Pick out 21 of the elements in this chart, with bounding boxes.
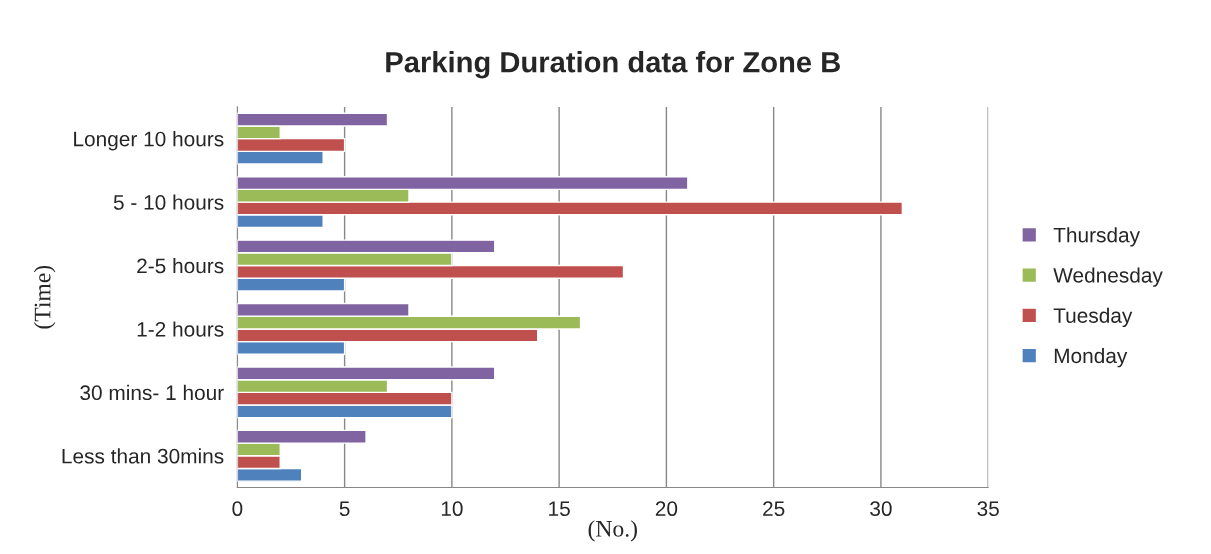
x-tick-label: 0 [232,501,243,517]
x-tick-label: 5 [339,501,350,517]
legend-label: Thursday [1053,227,1140,247]
y-tick-label: 2-5 hours [137,257,224,274]
y-tick-label: Less than 30mins [62,448,224,464]
x-tick-label: 25 [763,501,785,517]
y-axis-title: (Time) [33,265,56,329]
legend-label: Tuesday [1053,307,1133,328]
y-tick-label: 1-2 hours [137,321,224,337]
legend-label: Wednesday [1053,267,1163,287]
x-tick-label: 10 [441,501,463,517]
x-tick-label: 30 [870,501,892,517]
x-tick-label: 20 [655,501,678,517]
y-tick-label: 5 - 10 hours [113,194,224,210]
y-tick-label: Longer 10 hours [74,131,224,151]
x-tick-label: 15 [549,501,570,517]
chart-title: Parking Duration data for Zone B [386,51,840,79]
y-tick-label: 30 mins- 1 hour [80,384,224,401]
x-axis-title: (No.) [588,520,637,542]
legend-label: Monday [1054,347,1128,368]
x-tick-label: 35 [977,501,999,517]
